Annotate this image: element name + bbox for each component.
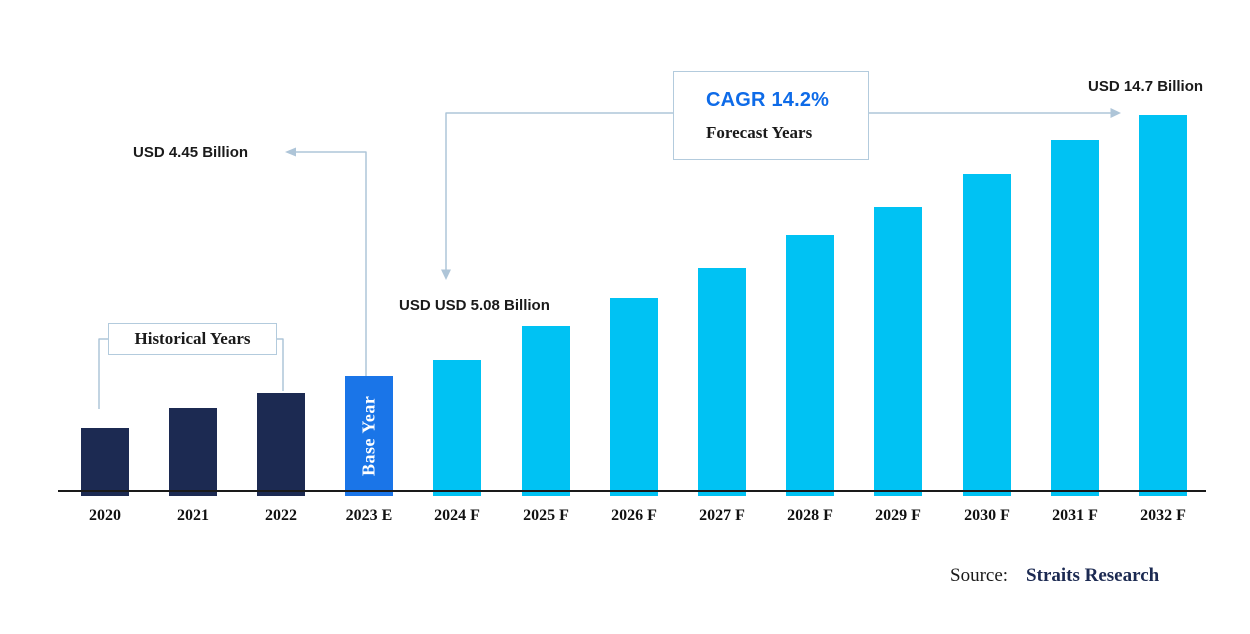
cagr-subtitle: Forecast Years bbox=[706, 123, 813, 142]
bar-2026-f bbox=[610, 298, 658, 496]
x-axis-label-2031-f: 2031 F bbox=[1052, 507, 1098, 524]
bar-2031-f bbox=[1051, 140, 1099, 496]
historical-bracket-left bbox=[98, 338, 108, 409]
source-prefix: Source: bbox=[950, 565, 1009, 586]
x-axis-label-2028-f: 2028 F bbox=[787, 507, 833, 524]
bar-2027-f bbox=[698, 268, 746, 496]
bar-2032-f bbox=[1139, 115, 1187, 496]
x-axis-label-2032-f: 2032 F bbox=[1140, 507, 1186, 524]
bar-2030-f bbox=[963, 174, 1011, 496]
x-axis-label-2024-f: 2024 F bbox=[434, 507, 480, 524]
bar-2024-f bbox=[433, 360, 481, 496]
x-axis-label-2022: 2022 bbox=[265, 507, 297, 524]
historical-years-box: Historical Years bbox=[108, 323, 277, 355]
bar-2025-f bbox=[522, 326, 570, 496]
arrow-down-icon bbox=[441, 269, 451, 280]
value-label-2023: USD 4.45 Billion bbox=[133, 144, 249, 161]
x-axis-label-2020: 2020 bbox=[89, 507, 121, 524]
x-axis-label-2030-f: 2030 F bbox=[964, 507, 1010, 524]
source-row: Source: Straits Research bbox=[950, 565, 1159, 587]
x-axis-line bbox=[58, 490, 1206, 492]
bar-2020 bbox=[81, 428, 129, 496]
cagr-box: CAGR 14.2% Forecast Years bbox=[673, 71, 869, 160]
arrow-left-icon bbox=[285, 147, 296, 157]
x-axis-label-2027-f: 2027 F bbox=[699, 507, 745, 524]
arrow-right-icon bbox=[1110, 108, 1121, 118]
line-to-2023-value bbox=[294, 151, 367, 376]
source-name: Straits Research bbox=[1026, 565, 1160, 586]
x-axis-label-2029-f: 2029 F bbox=[875, 507, 921, 524]
bar-2029-f bbox=[874, 207, 922, 496]
bar-2028-f bbox=[786, 235, 834, 496]
value-label-2032: USD 14.7 Billion bbox=[1088, 78, 1204, 95]
bar-2021 bbox=[169, 408, 217, 496]
x-axis-label-2023-e: 2023 E bbox=[345, 507, 393, 524]
x-axis-label-2025-f: 2025 F bbox=[523, 507, 569, 524]
x-axis-label-2021: 2021 bbox=[177, 507, 209, 524]
historical-years-label: Historical Years bbox=[134, 329, 251, 348]
bar-2023-e: Base Year bbox=[345, 376, 393, 496]
x-axis-label-2026-f: 2026 F bbox=[611, 507, 657, 524]
forecast-span-line bbox=[445, 112, 1111, 270]
cagr-value: CAGR 14.2% bbox=[706, 89, 830, 111]
historical-bracket-right bbox=[277, 338, 284, 391]
bar-2022 bbox=[257, 393, 305, 496]
value-label-2024: USD USD 5.08 Billion bbox=[399, 297, 550, 314]
